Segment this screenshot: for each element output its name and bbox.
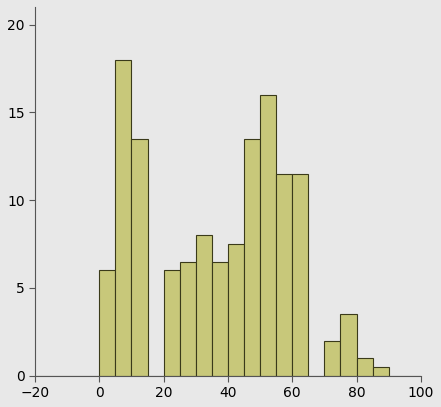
Bar xyxy=(373,367,389,376)
Bar xyxy=(131,139,148,376)
Bar xyxy=(244,139,260,376)
Bar xyxy=(99,270,116,376)
Bar xyxy=(260,95,276,376)
Bar xyxy=(340,314,357,376)
Bar xyxy=(164,270,179,376)
Bar xyxy=(357,358,373,376)
Bar xyxy=(179,262,196,376)
Bar xyxy=(325,341,340,376)
Bar xyxy=(292,174,308,376)
Bar xyxy=(212,262,228,376)
Bar xyxy=(228,244,244,376)
Bar xyxy=(196,235,212,376)
Bar xyxy=(116,59,131,376)
Bar xyxy=(276,174,292,376)
